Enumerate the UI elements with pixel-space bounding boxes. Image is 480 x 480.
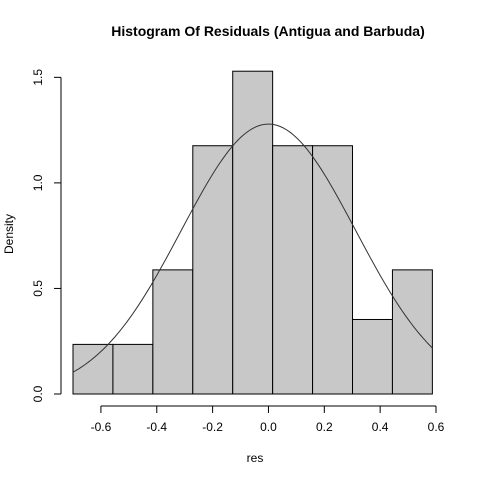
x-axis: -0.6 -0.4 -0.2 0.0 0.2 0.4 0.6 <box>91 405 445 434</box>
x-tick-label: -0.4 <box>146 420 167 434</box>
histogram-bar-7 <box>312 145 354 395</box>
y-axis: 0.0 0.5 1.0 1.5 <box>31 69 62 402</box>
chart-title: Histogram Of Residuals (Antigua and Barb… <box>111 23 424 39</box>
y-tick-label: 1.5 <box>31 69 45 86</box>
x-axis-label: res <box>247 451 264 465</box>
bars-group <box>72 70 433 395</box>
x-tick-label: 0.2 <box>316 420 333 434</box>
x-tick-label: -0.6 <box>91 420 112 434</box>
histogram-bar-5 <box>232 70 274 395</box>
histogram-bar-9 <box>391 269 433 395</box>
histogram-bar-8 <box>352 318 393 395</box>
y-tick-label: 0.5 <box>31 280 45 297</box>
normal-density-curve <box>72 123 433 373</box>
y-axis-label: Density <box>2 214 16 254</box>
histogram-bar-3 <box>152 269 194 395</box>
histogram-bar-2 <box>112 343 154 395</box>
histogram-bar-4 <box>192 145 234 395</box>
y-tick-label: 1.0 <box>31 174 45 191</box>
x-tick-label: -0.2 <box>202 420 223 434</box>
x-tick-label: 0.0 <box>260 420 277 434</box>
x-tick-label: 0.4 <box>372 420 389 434</box>
histogram-bar-1 <box>72 343 114 395</box>
y-tick-label: 0.0 <box>31 385 45 402</box>
x-tick-label: 0.6 <box>428 420 445 434</box>
histogram-bar-6 <box>272 145 314 395</box>
